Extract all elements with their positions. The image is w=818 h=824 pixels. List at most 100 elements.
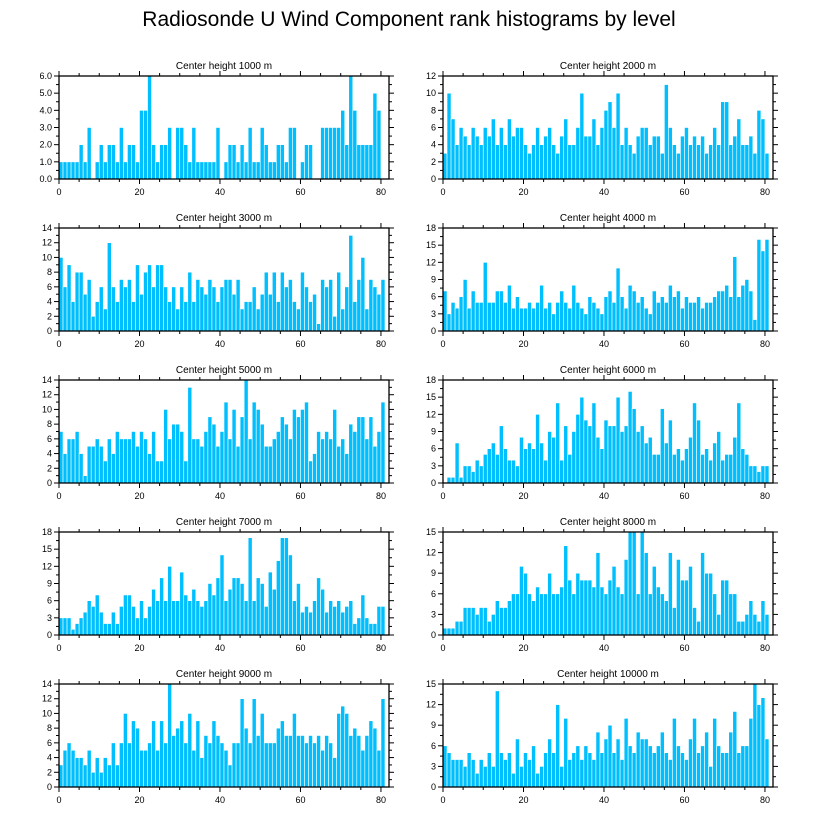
histogram-bar xyxy=(474,135,480,180)
histogram-bar xyxy=(692,402,697,484)
histogram-bar xyxy=(179,286,185,332)
histogram-bar xyxy=(567,759,573,788)
histogram-bar xyxy=(292,301,297,332)
y-tick-label: 3 xyxy=(431,309,436,319)
histogram-bar xyxy=(474,772,480,788)
histogram-panel-2: Center height 2000 m 0 2 4 6 8 10 12 0 20 40 60 80 xyxy=(426,61,778,197)
histogram-bar xyxy=(300,409,305,484)
histogram-bar xyxy=(716,290,721,332)
histogram-bar xyxy=(720,579,726,636)
histogram-bar xyxy=(102,460,108,484)
histogram-bar xyxy=(211,423,217,484)
histogram-bar xyxy=(139,110,144,180)
histogram-bar xyxy=(708,302,713,332)
histogram-bar xyxy=(454,144,460,180)
y-tick-label: 4 xyxy=(47,753,52,763)
histogram-bar xyxy=(106,144,112,180)
histogram-bar xyxy=(724,101,730,180)
histogram-bar xyxy=(615,396,621,484)
x-tick-label: 40 xyxy=(215,339,225,349)
page-title: Radiosonde U Wind Component rank histogr… xyxy=(142,8,676,31)
histogram-bar xyxy=(591,118,597,180)
x-tick-label: 60 xyxy=(295,339,305,349)
histogram-bar xyxy=(360,749,366,788)
histogram-bar xyxy=(631,290,637,332)
histogram-bar xyxy=(571,284,577,332)
histogram-bar xyxy=(655,302,661,332)
histogram-bar xyxy=(635,731,641,788)
y-tick-label: 2 xyxy=(47,311,52,321)
histogram-bar xyxy=(764,465,770,484)
histogram-bar xyxy=(251,600,257,636)
histogram-bar xyxy=(82,293,88,332)
histogram-bar xyxy=(503,448,508,484)
histogram-bar xyxy=(102,623,108,636)
histogram-bar xyxy=(348,735,354,788)
histogram-bar xyxy=(587,752,593,788)
histogram-bar xyxy=(215,301,221,332)
histogram-bar xyxy=(474,302,480,332)
x-tick-label: 40 xyxy=(599,643,609,653)
y-tick-label: 12 xyxy=(426,409,436,419)
x-tick-label: 40 xyxy=(215,491,225,501)
histogram-bar xyxy=(543,752,548,788)
x-tick-label: 80 xyxy=(760,795,770,805)
x-tick-label: 40 xyxy=(215,187,225,197)
histogram-bar xyxy=(466,307,472,332)
histogram-bar xyxy=(231,144,237,180)
histogram-bar xyxy=(571,593,577,636)
y-tick-label: 3 xyxy=(47,613,52,623)
histogram-bar xyxy=(316,323,321,332)
histogram-bar xyxy=(547,127,552,180)
y-tick-label: 0 xyxy=(431,630,436,640)
histogram-bar xyxy=(551,593,556,636)
histogram-bar xyxy=(320,279,325,332)
histogram-bar xyxy=(692,607,697,636)
histogram-bar xyxy=(227,764,233,788)
histogram-bar xyxy=(676,559,681,636)
histogram-bar xyxy=(78,757,84,788)
histogram-bar xyxy=(191,127,197,180)
histogram-bar xyxy=(760,697,766,788)
histogram-bar xyxy=(123,161,128,180)
histogram-bar xyxy=(720,290,726,332)
histogram-bar xyxy=(704,302,709,332)
histogram-bar xyxy=(603,296,609,332)
histogram-bar xyxy=(155,264,160,332)
histogram-bar xyxy=(175,423,181,484)
histogram-bar xyxy=(712,593,717,636)
histogram-bar xyxy=(619,144,625,180)
histogram-bar xyxy=(563,545,569,636)
y-tick-label: 8 xyxy=(47,267,52,277)
histogram-bar xyxy=(143,438,148,484)
histogram-bar xyxy=(511,307,516,332)
histogram-bar xyxy=(748,600,754,636)
histogram-bar xyxy=(340,308,346,332)
histogram-bar xyxy=(611,127,617,180)
histogram-bar xyxy=(324,611,329,636)
histogram-bar xyxy=(740,620,746,636)
histogram-bar xyxy=(495,690,500,788)
histogram-bar xyxy=(490,302,496,332)
histogram-bar xyxy=(231,409,237,484)
histogram-panel-3: Center height 3000 m 0 2 4 6 8 10 12 14 0 20 40 60 80 xyxy=(42,213,394,349)
histogram-bar xyxy=(704,572,709,636)
histogram-bar xyxy=(482,127,488,180)
histogram-bar xyxy=(308,735,313,788)
histogram-bar xyxy=(732,256,738,332)
histogram-bar xyxy=(708,459,713,484)
histogram-bar xyxy=(519,566,524,636)
histogram-bar xyxy=(647,144,653,180)
histogram-bar xyxy=(587,296,593,332)
histogram-bar xyxy=(102,161,108,180)
panel-title: Center height 9000 m xyxy=(176,669,272,680)
histogram-bar xyxy=(247,127,253,180)
histogram-bar xyxy=(507,118,512,180)
histogram-bar xyxy=(74,271,80,332)
y-tick-label: 15 xyxy=(426,679,436,689)
histogram-bar xyxy=(247,742,253,788)
histogram-bar xyxy=(563,718,569,788)
histogram-bar xyxy=(462,766,468,788)
histogram-bar xyxy=(98,144,104,180)
histogram-bar xyxy=(527,152,532,180)
